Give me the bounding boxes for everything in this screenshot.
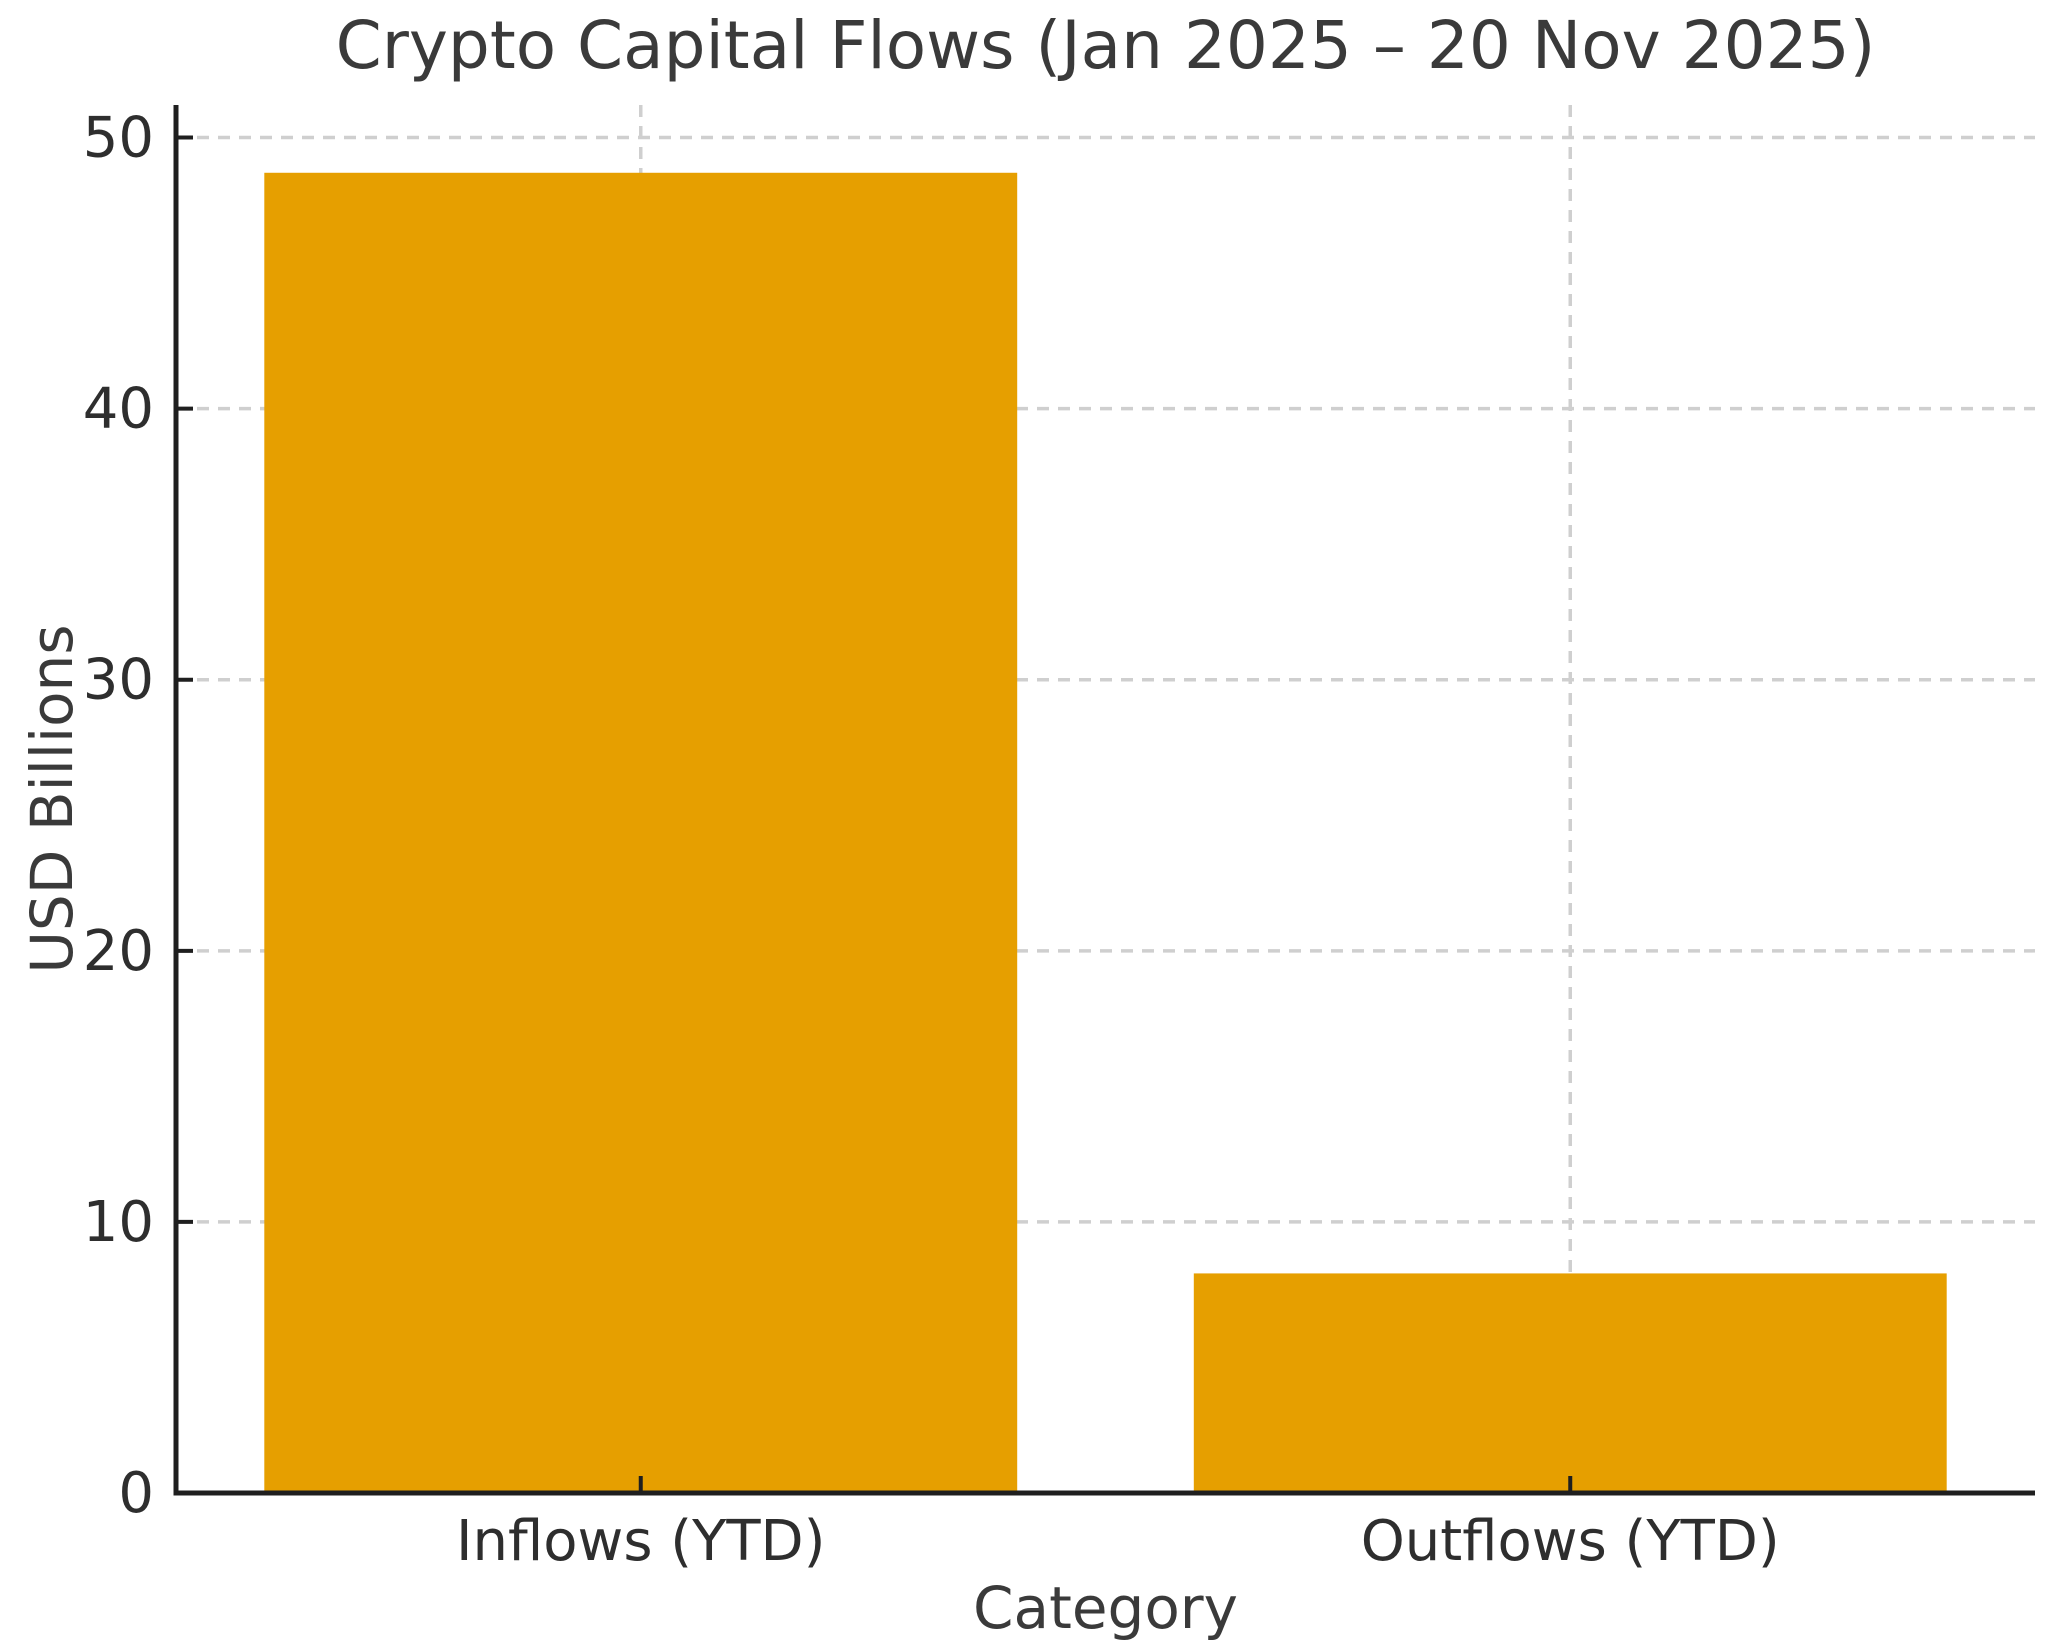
- x-tick-label-0: Inflows (YTD): [456, 1509, 826, 1574]
- y-tick-label-50: 50: [83, 106, 154, 171]
- x-tick-label-1: Outflows (YTD): [1361, 1509, 1780, 1574]
- y-tick-label-30: 30: [83, 648, 154, 713]
- y-tick-label-40: 40: [83, 377, 154, 442]
- y-tick-label-10: 10: [83, 1190, 154, 1255]
- chart-title: Crypto Capital Flows (Jan 2025 – 20 Nov …: [335, 7, 1876, 84]
- x-axis-title: Category: [973, 1574, 1238, 1642]
- y-tick-label-0: 0: [118, 1461, 154, 1526]
- y-tick-label-20: 20: [83, 919, 154, 984]
- y-axis-title: USD Billions: [18, 624, 86, 974]
- bar-inflows-ytd: [264, 172, 1018, 1493]
- bar-outflows-ytd: [1193, 1273, 1947, 1493]
